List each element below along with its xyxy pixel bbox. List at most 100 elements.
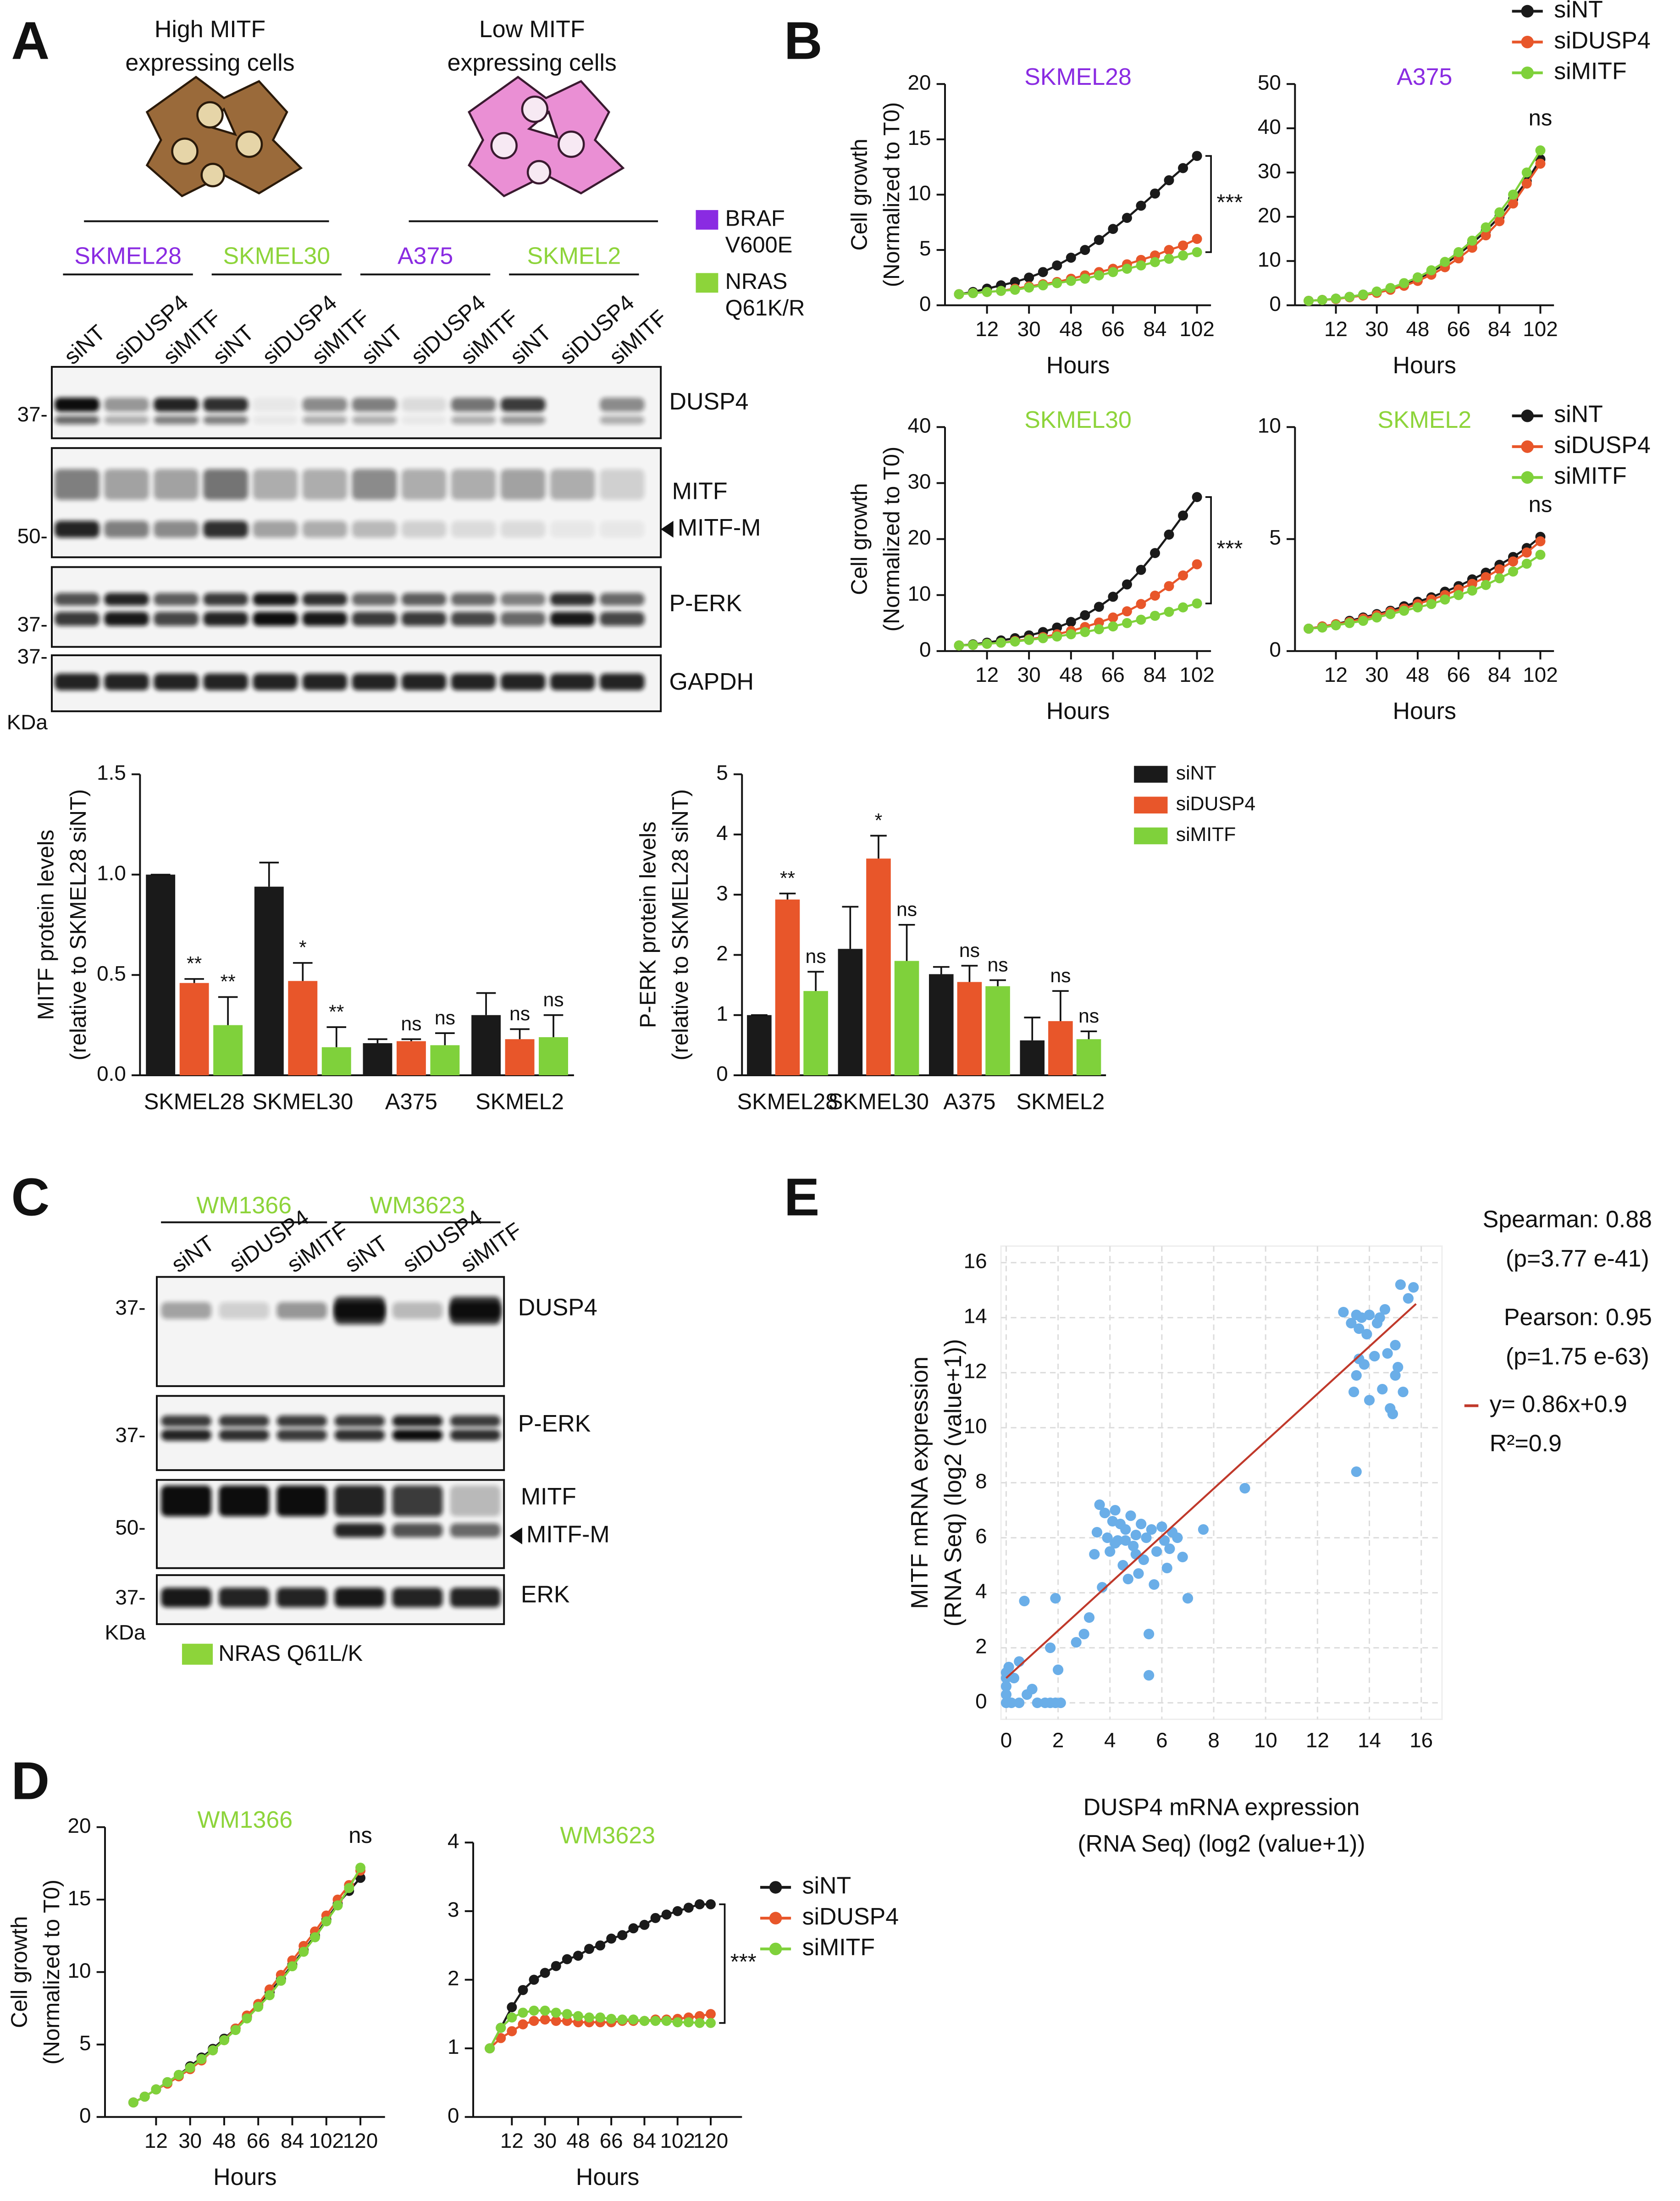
cell-header: expressing cells (448, 49, 617, 76)
blot-band (253, 612, 298, 626)
data-point (1066, 252, 1076, 263)
blot-band (352, 469, 397, 500)
data-point (1344, 292, 1355, 302)
blot-band (334, 1416, 385, 1427)
significance-bracket (1205, 496, 1212, 604)
bar (985, 986, 1010, 1076)
data-point (1535, 536, 1546, 547)
data-point (1122, 579, 1132, 590)
data-point (298, 1947, 309, 1957)
data-point (1364, 1394, 1375, 1406)
blot-band (203, 469, 249, 500)
y-tick-label: 4 (448, 1829, 459, 1853)
significance-label: ns (509, 1003, 530, 1025)
y-tick-label: 14 (964, 1305, 987, 1328)
y-axis-label: (relative to SKMEL28 siNT) (668, 789, 693, 1061)
data-point (1122, 213, 1132, 223)
x-tick-label: 30 (1365, 317, 1388, 341)
error-bar (293, 962, 313, 981)
data-point (954, 640, 964, 651)
cell-line-label: A375 (398, 243, 453, 269)
data-point (1399, 605, 1409, 616)
data-point (1083, 1612, 1095, 1623)
blot-band (401, 673, 447, 691)
y-tick-label: 10 (964, 1415, 987, 1438)
blot-band (401, 593, 447, 606)
cell-line-label: SKMEL2 (527, 243, 621, 269)
data-point (1102, 1532, 1113, 1543)
data-point (1358, 289, 1368, 300)
error-bar (543, 1014, 564, 1037)
data-point (1403, 1293, 1414, 1304)
x-tick-label: 84 (1488, 663, 1511, 686)
series-line (1308, 163, 1542, 302)
data-point (1038, 267, 1048, 277)
y-tick-label: 10 (1258, 248, 1281, 271)
data-point (661, 2016, 672, 2026)
data-point (968, 640, 978, 650)
blot-band (352, 593, 397, 606)
data-point (185, 2063, 195, 2073)
data-point (1099, 1507, 1111, 1519)
bar (213, 1025, 243, 1076)
data-point (982, 639, 992, 649)
data-point (1453, 590, 1464, 600)
legend-dot (1521, 66, 1534, 79)
legend-dot (1521, 471, 1534, 484)
x-tick-label: 66 (600, 2129, 623, 2152)
data-point (1149, 1579, 1160, 1590)
cell-line-label: SKMEL28 (74, 243, 182, 269)
series-line (959, 155, 1198, 295)
data-point (496, 2033, 506, 2043)
data-point (1144, 1628, 1155, 1640)
arrowhead (509, 1527, 522, 1544)
data-point (1494, 564, 1505, 575)
data-point (1094, 235, 1104, 245)
x-tick-label: 102 (309, 2129, 344, 2152)
blot-band (451, 673, 496, 691)
data-point (1440, 257, 1450, 267)
data-point (344, 1883, 354, 1893)
blot-band (104, 398, 149, 412)
error-bar (184, 978, 204, 983)
blot-band (450, 1296, 501, 1325)
data-point (1535, 158, 1546, 169)
data-point (617, 2014, 628, 2025)
x-tick-label: SKMEL28 (737, 1089, 838, 1114)
stat-annotation: R²=0.9 (1490, 1430, 1562, 1456)
y-tick-label: 10 (1258, 414, 1281, 437)
legend-label: siDUSP4 (802, 1903, 899, 1930)
blot-band (334, 1485, 385, 1516)
y-axis-label: (Normalized to T0) (879, 447, 904, 632)
data-point (1521, 547, 1532, 558)
blot-band (55, 673, 99, 691)
chart-title: SKMEL30 (1024, 406, 1132, 433)
legend-label: siMITF (1554, 58, 1627, 84)
bar (288, 981, 318, 1076)
x-tick-label: A375 (943, 1089, 995, 1114)
data-point (584, 2012, 594, 2023)
data-point (1371, 286, 1382, 297)
error-bar (435, 1032, 455, 1045)
size-marker: KDa (105, 1620, 146, 1644)
data-point (1000, 1689, 1012, 1700)
size-marker: 37- (115, 1423, 145, 1447)
blot-band (550, 593, 595, 606)
size-marker: 37- (17, 403, 48, 426)
data-point (1494, 216, 1505, 227)
bar (957, 982, 982, 1076)
data-point (1164, 254, 1174, 264)
y-tick-label: 20 (68, 1814, 91, 1837)
mutation-label: NRAS Q61L/K (218, 1641, 363, 1666)
x-tick-label: 12 (500, 2129, 524, 2152)
data-point (1182, 1593, 1194, 1604)
y-tick-label: 10 (908, 582, 931, 605)
blot-band (203, 415, 249, 425)
y-tick-label: 3 (716, 881, 728, 905)
data-point (1120, 1535, 1131, 1546)
data-point (1136, 260, 1146, 271)
bar (539, 1037, 568, 1076)
data-point (1150, 590, 1160, 601)
data-point (1508, 566, 1519, 577)
data-point (1038, 280, 1048, 291)
